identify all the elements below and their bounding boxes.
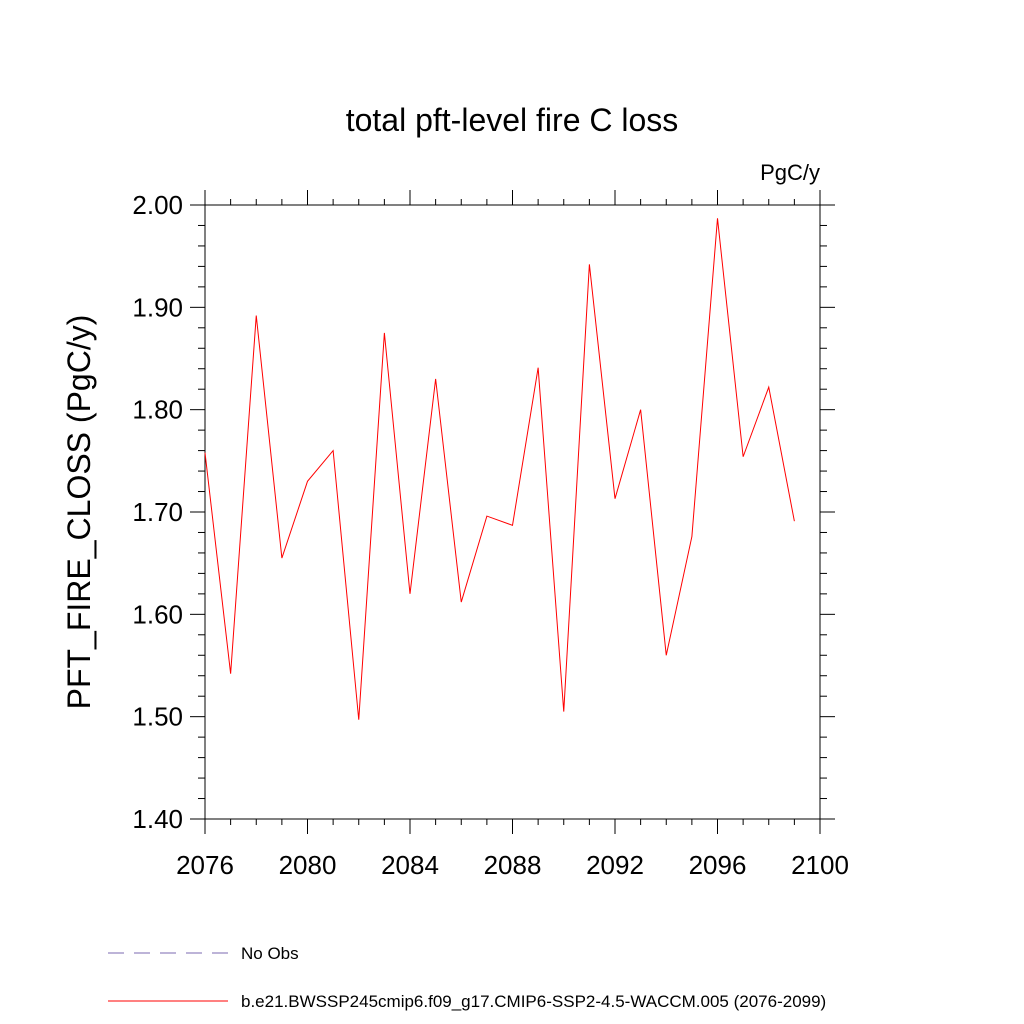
x-tick-label: 2080 [279,850,337,880]
x-tick-label: 2100 [791,850,849,880]
x-tick-label: 2084 [381,850,439,880]
x-tick-label: 2092 [586,850,644,880]
y-tick-label: 1.50 [132,702,183,732]
chart-title: total pft-level fire C loss [346,102,679,138]
y-tick-label: 1.90 [132,292,183,322]
x-tick-label: 2096 [689,850,747,880]
y-axis-label: PFT_FIRE_CLOSS (PgC/y) [61,315,97,710]
x-tick-label: 2088 [484,850,542,880]
y-tick-label: 1.70 [132,497,183,527]
legend-label: b.e21.BWSSP245cmip6.f09_g17.CMIP6-SSP2-4… [241,992,826,1011]
legend: No Obs b.e21.BWSSP245cmip6.f09_g17.CMIP6-… [108,944,826,1011]
y-tick-label: 1.40 [132,804,183,834]
y-tick-label: 1.60 [132,599,183,629]
y-tick-label: 1.80 [132,395,183,425]
series-line [204,218,795,720]
y-tick-label: 2.00 [132,190,183,220]
plot-area: 2076 2080 2084 2088 2092 2096 2100 1.40 1.50 1.60… [132,190,849,880]
x-tick-label: 2076 [176,850,234,880]
units-label: PgC/y [760,160,820,185]
legend-label: No Obs [241,944,299,963]
